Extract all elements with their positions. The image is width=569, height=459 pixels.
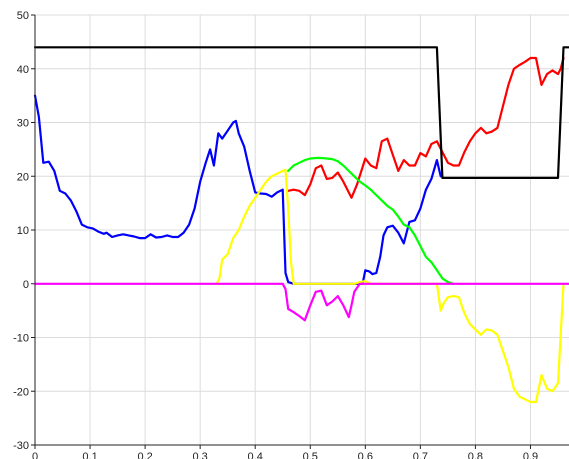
y-axis-ticks: -30 -20 -10 0 10 20 30 40 50 [13,10,35,452]
series-line-5 [33,282,569,322]
x-tick-label: 0.8 [468,451,483,459]
y-tick-label: 20 [17,171,29,183]
y-tick-label: 30 [17,118,29,130]
x-tick-label: 0.9 [523,451,538,459]
x-tick-label: 0.5 [303,451,318,459]
x-tick-label: 0 [32,451,38,459]
y-tick-label: 0 [23,279,29,291]
series-line-4 [215,168,565,404]
y-tick-label: -30 [13,440,29,452]
series-line-2 [287,56,565,199]
y-tick-label: 40 [17,64,29,76]
y-tick-label: -10 [13,333,29,345]
x-tick-label: 0.1 [82,451,97,459]
y-tick-label: 50 [17,10,29,22]
y-tick-label: 10 [17,225,29,237]
x-tick-label: 0.2 [137,451,152,459]
y-tick-label: -20 [13,386,29,398]
x-tick-label: 0.4 [248,451,263,459]
series-line-6 [33,46,569,179]
x-axis-ticks: 0 0.1 0.2 0.3 0.4 0.5 0.6 0.7 0.8 0.9 [32,445,538,459]
x-tick-label: 0.3 [193,451,208,459]
x-tick-label: 0.7 [413,451,428,459]
series-line-3 [287,156,455,285]
series-group [33,46,569,404]
x-tick-label: 0.6 [358,451,373,459]
series-line-1 [33,94,442,285]
